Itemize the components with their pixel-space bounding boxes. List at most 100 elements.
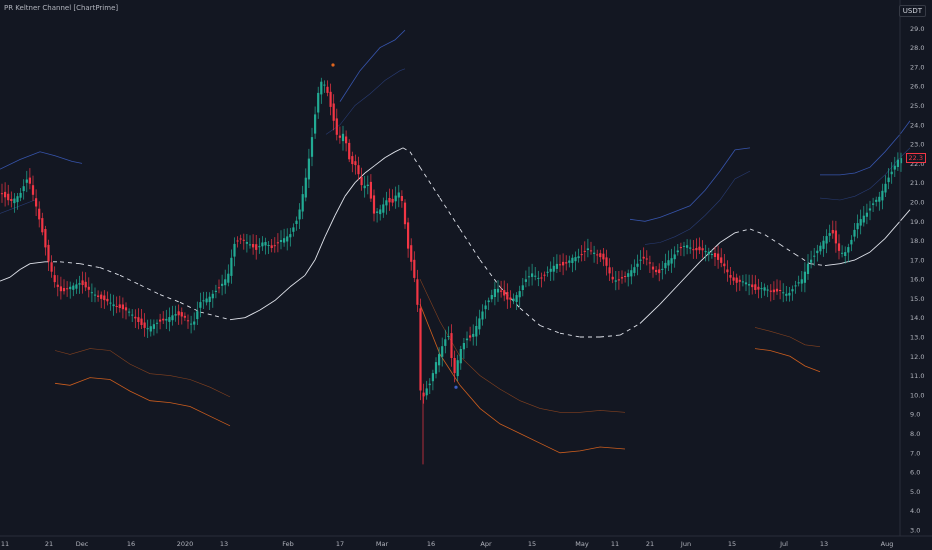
indicator-title[interactable]: PR Keltner Channel [ChartPrime] bbox=[4, 4, 119, 12]
candle-body bbox=[841, 252, 844, 254]
candle-body bbox=[469, 335, 472, 338]
candle-body bbox=[124, 307, 128, 311]
candle-body bbox=[760, 288, 763, 290]
candle-body bbox=[465, 338, 469, 341]
candle-body bbox=[562, 261, 565, 266]
candle-body bbox=[447, 336, 450, 337]
candle-body bbox=[642, 256, 645, 259]
candle-body bbox=[710, 254, 713, 255]
candle-body bbox=[227, 273, 230, 283]
candle-body bbox=[174, 314, 177, 316]
basis-line bbox=[0, 147, 911, 338]
currency-badge[interactable]: USDT bbox=[898, 5, 926, 17]
candle-body bbox=[810, 259, 813, 263]
candle-body bbox=[59, 286, 62, 292]
candle-body bbox=[493, 289, 496, 297]
candlesticks bbox=[0, 77, 903, 465]
basis-line-segment bbox=[289, 274, 306, 288]
candle-body bbox=[890, 171, 893, 175]
candle-body bbox=[13, 198, 16, 204]
candle-body bbox=[875, 199, 878, 202]
basis-line-segment bbox=[869, 238, 886, 253]
y-tick-label: 18.0 bbox=[910, 237, 924, 245]
candle-body bbox=[555, 263, 558, 269]
candle-body bbox=[320, 81, 323, 95]
candle-body bbox=[16, 196, 19, 203]
basis-line-segment bbox=[559, 332, 581, 338]
candle-body bbox=[586, 248, 589, 250]
candle-body bbox=[813, 255, 816, 257]
candle-body bbox=[441, 346, 444, 357]
candle-body bbox=[69, 286, 72, 290]
candle-body bbox=[847, 247, 850, 253]
candle-body bbox=[617, 279, 620, 281]
y-tick-label: 4.0 bbox=[910, 507, 920, 515]
price-axis[interactable]: 3.0 4.0 5.0 6.0 7.0 8.0 9.0 10.0 11.0 12.0 13.0 14.… bbox=[910, 6, 924, 535]
candle-body bbox=[103, 295, 106, 301]
candle-body bbox=[168, 317, 171, 322]
candle-body bbox=[853, 229, 856, 237]
candle-body bbox=[115, 306, 118, 307]
candle-body bbox=[834, 230, 837, 244]
candle-body bbox=[524, 279, 527, 282]
candle-body bbox=[270, 245, 273, 248]
candle-body bbox=[400, 196, 403, 201]
x-tick-label: 15 bbox=[528, 540, 536, 548]
candle-body bbox=[732, 277, 735, 281]
candle-body bbox=[25, 179, 28, 183]
candle-body bbox=[211, 293, 214, 299]
candle-body bbox=[453, 358, 456, 374]
candle-body bbox=[630, 270, 633, 277]
x-tick-label: Mar bbox=[376, 540, 389, 548]
basis-line-segment bbox=[419, 166, 441, 199]
candle-body bbox=[230, 257, 233, 276]
candle-body bbox=[788, 292, 791, 296]
candle-body bbox=[314, 114, 317, 134]
y-tick-label: 27.0 bbox=[910, 63, 924, 71]
candle-body bbox=[425, 388, 428, 396]
candle-body bbox=[196, 311, 199, 320]
upper-outer-band-line bbox=[0, 151, 83, 170]
candle-body bbox=[419, 308, 422, 391]
candle-body bbox=[527, 276, 531, 278]
basis-line-segment bbox=[659, 282, 681, 305]
candle-body bbox=[574, 257, 577, 262]
candle-body bbox=[726, 269, 729, 273]
basis-line-segment bbox=[749, 228, 766, 236]
y-tick-label: 22.0 bbox=[910, 160, 924, 168]
candle-body bbox=[713, 253, 717, 257]
candle-body bbox=[93, 294, 97, 296]
candle-body bbox=[893, 165, 896, 170]
candle-body bbox=[667, 260, 670, 266]
candle-body bbox=[261, 242, 264, 247]
candle-body bbox=[782, 292, 785, 294]
candle-body bbox=[664, 262, 667, 269]
candle-body bbox=[444, 339, 447, 346]
candle-body bbox=[472, 333, 475, 337]
candle-body bbox=[214, 290, 217, 292]
candle-body bbox=[118, 304, 121, 308]
x-tick-label: Jul bbox=[779, 540, 788, 548]
candle-body bbox=[481, 311, 484, 320]
y-tick-label: 9.0 bbox=[910, 411, 920, 419]
candle-body bbox=[177, 311, 180, 316]
basis-line-segment bbox=[324, 215, 336, 237]
candle-body bbox=[112, 304, 115, 307]
y-tick-label: 8.0 bbox=[910, 430, 920, 438]
candle-body bbox=[19, 192, 22, 198]
candle-body bbox=[645, 258, 648, 260]
candle-body bbox=[577, 256, 580, 259]
candle-body bbox=[754, 284, 757, 290]
basis-line-segment bbox=[119, 274, 141, 286]
time-axis[interactable]: 11 21 Dec 16 2020 13 Feb 17 Mar 16 Apr 15 May 11 21 Jun… bbox=[1, 540, 893, 548]
candle-body bbox=[543, 274, 546, 276]
basis-line-segment bbox=[364, 164, 376, 174]
basis-line-segment bbox=[214, 315, 231, 321]
basis-line-segment bbox=[779, 244, 796, 255]
candle-body bbox=[462, 343, 465, 350]
candle-body bbox=[806, 263, 810, 274]
candle-body bbox=[62, 288, 66, 292]
basis-line-segment bbox=[29, 261, 46, 265]
y-tick-label: 16.0 bbox=[910, 276, 924, 284]
